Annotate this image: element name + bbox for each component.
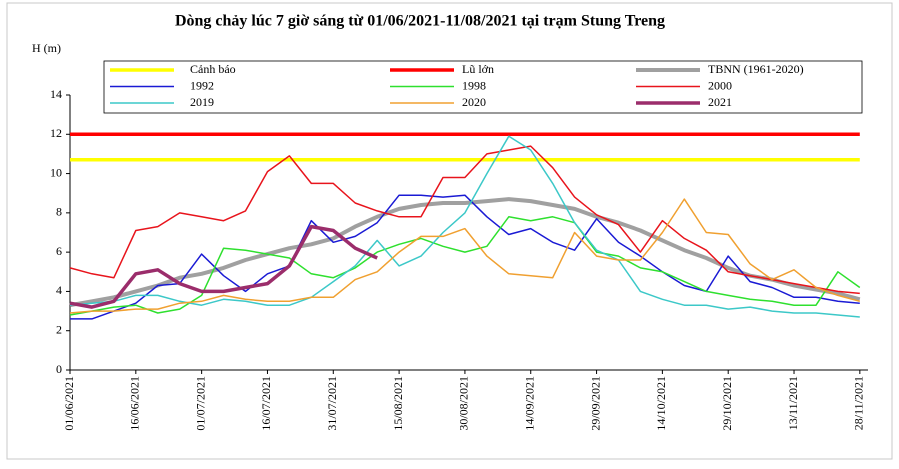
series-line	[69, 198, 860, 314]
legend-label: 1998	[462, 78, 486, 92]
x-tick-label: 31/07/2021	[325, 376, 339, 431]
legend-label: Lũ lớn	[462, 62, 494, 76]
x-tick-label: 16/06/2021	[128, 376, 142, 431]
series-line	[69, 145, 860, 295]
x-tick-label: 01/06/2021	[62, 376, 76, 431]
series-line	[69, 197, 861, 308]
x-tick-label: 29/09/2021	[588, 376, 602, 431]
series-line	[69, 224, 378, 309]
legend-label: 2019	[190, 95, 214, 109]
x-tick-label: 16/07/2021	[259, 376, 273, 431]
y-tick-label: 10	[50, 165, 62, 179]
series-line	[70, 194, 860, 320]
y-tick-label: 2	[56, 322, 62, 336]
y-tick-label: 0	[56, 362, 62, 376]
legend-label: 2021	[708, 95, 732, 109]
y-tick-label: 14	[50, 87, 62, 101]
y-tick-label: 4	[56, 283, 62, 297]
legend-label: TBNN (1961-2020)	[708, 62, 804, 76]
series-line	[69, 135, 860, 318]
x-tick-label: 28/11/2021	[852, 376, 866, 430]
y-tick-label: 12	[50, 126, 62, 140]
chart-title: Dòng chảy lúc 7 giờ sáng từ 01/06/2021-1…	[175, 13, 665, 30]
x-tick-label: 13/11/2021	[786, 376, 800, 430]
x-tick-label: 01/07/2021	[193, 376, 207, 431]
legend-label: 2020	[462, 95, 486, 109]
x-tick-label: 14/10/2021	[654, 376, 668, 431]
legend	[103, 60, 863, 114]
x-tick-label: 15/08/2021	[391, 376, 405, 431]
y-tick-label: 8	[56, 205, 62, 219]
legend-label: Cảnh báo	[190, 62, 236, 76]
y-tick-label: 6	[56, 244, 62, 258]
x-tick-label: 29/10/2021	[720, 376, 734, 431]
legend-label: 1992	[190, 78, 214, 92]
legend-label: 2000	[708, 78, 732, 92]
y-axis-label: H (m)	[32, 41, 61, 55]
series-line	[69, 216, 861, 316]
x-tick-label: 14/09/2021	[522, 376, 536, 431]
x-tick-label: 30/08/2021	[457, 376, 471, 431]
